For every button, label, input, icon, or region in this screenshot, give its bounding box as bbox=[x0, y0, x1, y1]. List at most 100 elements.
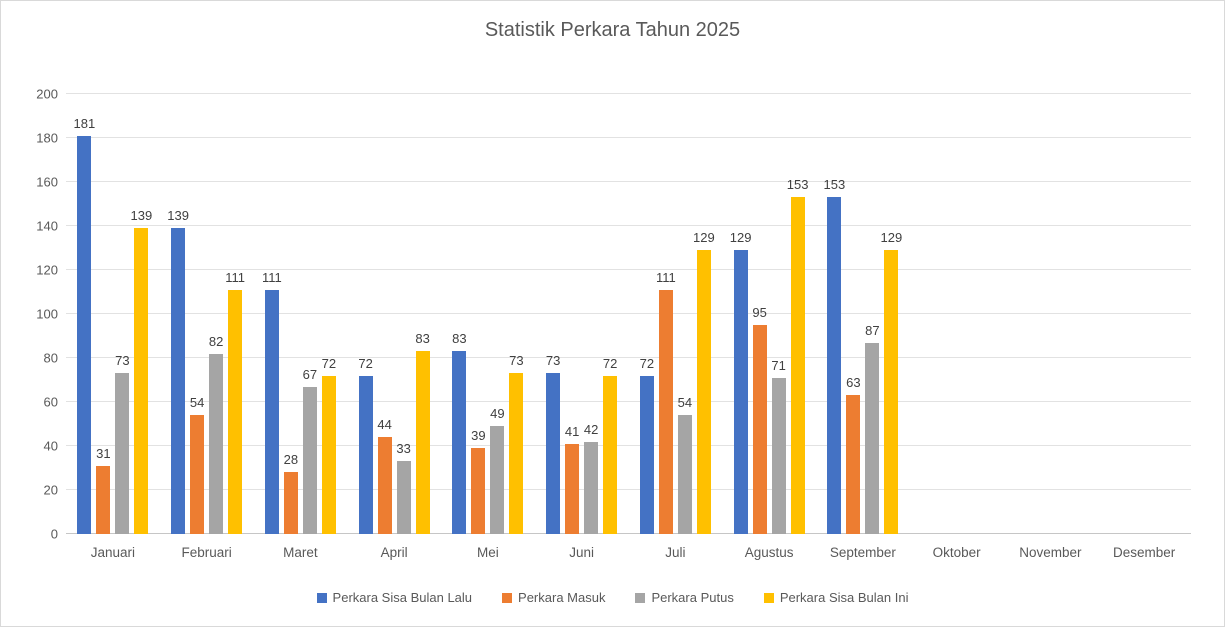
bar-series-2 bbox=[377, 437, 392, 534]
y-tick-label: 80 bbox=[43, 350, 58, 366]
bar-series-1 bbox=[639, 375, 654, 534]
bar-series-3 bbox=[865, 342, 880, 534]
bar-slot: 111 bbox=[225, 94, 246, 534]
bar-value-label: 83 bbox=[452, 331, 467, 347]
bar-slot: 72 bbox=[358, 94, 373, 534]
bar-group-oktober bbox=[910, 94, 1004, 534]
legend-label: Perkara Putus bbox=[651, 590, 734, 605]
gridline bbox=[66, 357, 1191, 358]
bar-value-label: 111 bbox=[655, 269, 676, 285]
bar-value-label: 44 bbox=[377, 417, 392, 433]
y-tick-label: 200 bbox=[36, 86, 58, 102]
x-axis-label-april: April bbox=[380, 545, 408, 560]
y-tick-label: 180 bbox=[36, 130, 58, 146]
bar-value-label: 139 bbox=[167, 208, 189, 224]
bar-value-label: 111 bbox=[225, 269, 246, 285]
gridline bbox=[66, 93, 1191, 94]
bar-value-label: 129 bbox=[693, 230, 715, 246]
bar-series-1 bbox=[358, 375, 373, 534]
bar-series-2 bbox=[752, 325, 767, 534]
bar-group-maret: 111 28 67 72 bbox=[254, 94, 348, 534]
bar-value-label: 39 bbox=[471, 428, 486, 444]
bar-group-november bbox=[1004, 94, 1098, 534]
bar-value-label: 181 bbox=[73, 115, 96, 131]
bar-slot: 139 bbox=[131, 94, 152, 534]
chart-title: Statistik Perkara Tahun 2025 bbox=[484, 19, 741, 41]
bar-value-label: 82 bbox=[208, 333, 224, 349]
y-tick-label: 160 bbox=[36, 174, 58, 190]
bar-series-3 bbox=[115, 373, 130, 534]
bar-group-april: 72 44 33 83 bbox=[347, 94, 441, 534]
bar-series-3 bbox=[584, 441, 599, 534]
bar-series-4 bbox=[790, 197, 805, 534]
bar-series-2 bbox=[96, 465, 111, 534]
bar-group-februari: 139 54 82 111 bbox=[160, 94, 254, 534]
bar-group-september: 153 63 87 129 bbox=[816, 94, 910, 534]
legend-marker-icon bbox=[763, 592, 774, 603]
x-axis-label-juni: Juni bbox=[569, 545, 594, 560]
bar-slot: 71 bbox=[771, 94, 786, 534]
bar-slot: 95 bbox=[752, 94, 767, 534]
plot-area: 181 31 73 139 139 54 82 111 111 28 67 72 72 44 33 83 83 3… bbox=[66, 93, 1191, 534]
bar-slot: 72 bbox=[603, 94, 617, 534]
bar-series-1 bbox=[264, 289, 279, 534]
legend-label: Perkara Sisa Bulan Ini bbox=[779, 590, 909, 605]
bar-series-4 bbox=[603, 375, 618, 534]
y-tick-label: 140 bbox=[36, 218, 58, 234]
bar-value-label: 28 bbox=[283, 452, 299, 468]
bar-slot: 87 bbox=[865, 94, 880, 534]
gridline bbox=[66, 445, 1191, 446]
gridline bbox=[66, 489, 1191, 490]
bar-series-3 bbox=[209, 353, 224, 534]
bar-series-2 bbox=[190, 415, 205, 534]
bar-value-label: 49 bbox=[490, 406, 505, 422]
bar-slot: 73 bbox=[115, 94, 130, 534]
bar-value-label: 153 bbox=[786, 177, 809, 193]
bar-series-2 bbox=[565, 443, 580, 534]
x-axis-line bbox=[66, 533, 1191, 534]
y-tick-label: 60 bbox=[43, 394, 58, 410]
bar-slot: 42 bbox=[584, 94, 598, 534]
bar-series-2 bbox=[658, 289, 673, 534]
bar-series-3 bbox=[490, 426, 505, 534]
bar-series-1 bbox=[171, 228, 186, 534]
bar-slot: 111 bbox=[262, 94, 282, 534]
legend-item: Perkara Masuk bbox=[502, 590, 605, 605]
bar-group-juni: 73 41 42 72 bbox=[535, 94, 629, 534]
bar-value-label: 33 bbox=[396, 441, 411, 457]
x-axis-label-september: September bbox=[829, 545, 896, 560]
bar-series-3 bbox=[771, 377, 786, 534]
bar-value-label: 72 bbox=[358, 355, 373, 371]
x-axis-label-juli: Juli bbox=[665, 545, 686, 560]
bar-slot: 83 bbox=[452, 94, 467, 534]
bar-value-label: 139 bbox=[130, 208, 153, 224]
bar-value-label: 72 bbox=[602, 355, 618, 371]
bar-slot: 44 bbox=[377, 94, 392, 534]
legend-item: Perkara Sisa Bulan Ini bbox=[763, 590, 909, 605]
y-tick-label: 20 bbox=[43, 482, 58, 498]
bar-slot: 31 bbox=[96, 94, 111, 534]
legend-marker-icon bbox=[635, 592, 646, 603]
bar-group-mei: 83 39 49 73 bbox=[441, 94, 535, 534]
bar-group-desember bbox=[1097, 94, 1191, 534]
bar-slot: 139 bbox=[167, 94, 189, 534]
bar-slot: 153 bbox=[787, 94, 808, 534]
y-tick-label: 120 bbox=[36, 262, 58, 278]
bar-series-1 bbox=[827, 197, 842, 534]
x-axis-label-oktober: Oktober bbox=[932, 545, 981, 560]
x-axis-label-januari: Januari bbox=[90, 545, 136, 560]
bar-series-4 bbox=[134, 228, 149, 534]
bar-value-label: 129 bbox=[729, 230, 752, 246]
x-axis-label-november: November bbox=[1019, 545, 1082, 560]
bar-slot: 33 bbox=[396, 94, 411, 534]
bar-slot: 111 bbox=[655, 94, 676, 534]
bar-series-1 bbox=[77, 135, 92, 534]
gridline bbox=[66, 181, 1191, 182]
gridline bbox=[66, 269, 1191, 270]
bar-value-label: 63 bbox=[846, 375, 861, 391]
bar-series-2 bbox=[283, 472, 298, 534]
bar-slot: 49 bbox=[490, 94, 505, 534]
bar-value-label: 54 bbox=[677, 395, 693, 411]
bar-group-agustus: 129 95 71 153 bbox=[722, 94, 816, 534]
bar-slot: 72 bbox=[640, 94, 654, 534]
